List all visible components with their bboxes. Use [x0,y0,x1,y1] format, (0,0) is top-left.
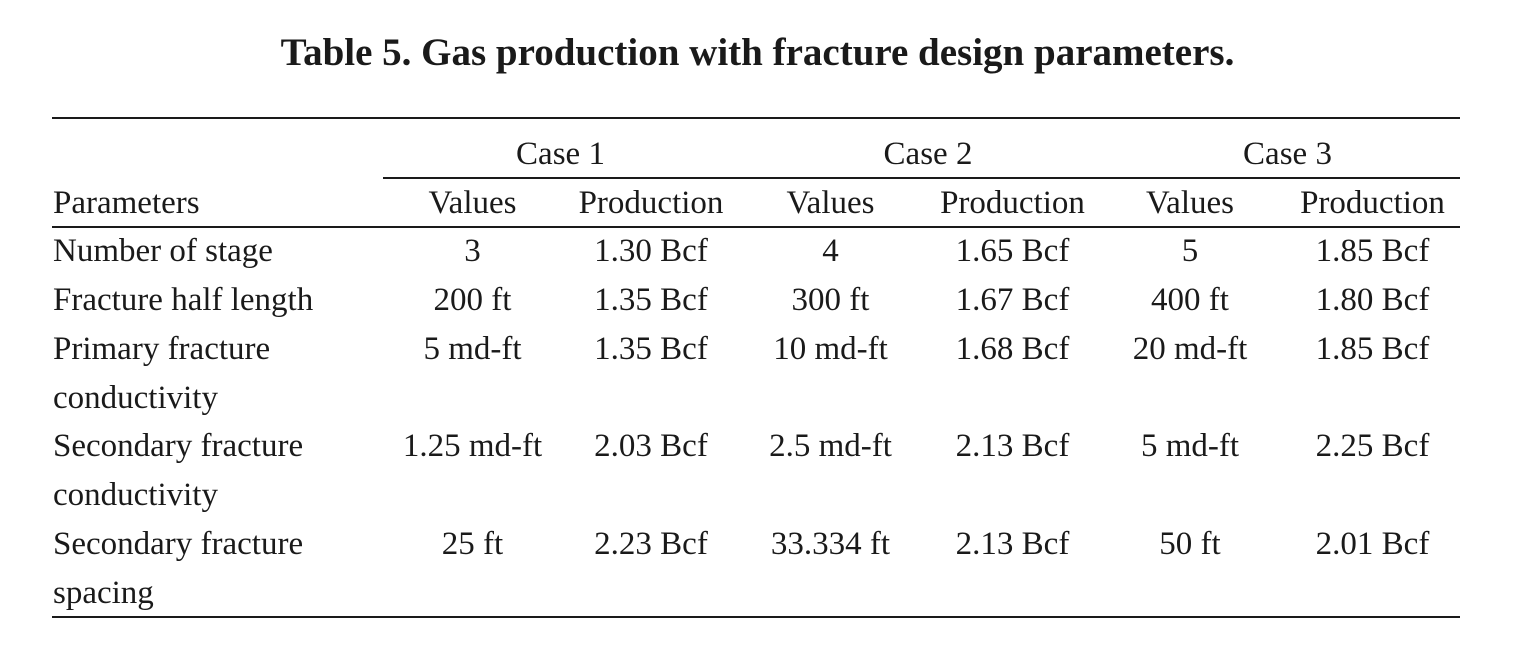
table-cell: 200 ft [433,282,512,318]
table-cell: 1.85 Bcf [1315,331,1430,367]
header-rule [52,226,1460,228]
table-cell: 5 md-ft [1140,428,1240,464]
case-header: Case 3 [1243,136,1332,172]
table-cell: 33.334 ft [770,526,891,562]
table-cell: 1.85 Bcf [1315,233,1430,269]
table-cell: 1.80 Bcf [1315,282,1430,318]
case-header: Case 2 [883,136,973,172]
table-cell: 2.25 Bcf [1315,428,1430,464]
table-title: Table 5. Gas production with fracture de… [280,31,1235,74]
table-cell: 5 md-ft [423,331,522,367]
parameter-label: Secondary fracture [53,428,304,464]
production-header: Production [578,185,724,221]
parameter-label-continued: spacing [53,575,154,611]
parameter-label-continued: conductivity [53,380,218,416]
parameter-label-continued: conductivity [53,477,218,513]
table-cell: 20 md-ft [1132,331,1248,367]
table-cell: 400 ft [1151,282,1229,318]
table-cell: 10 md-ft [773,331,888,367]
parameter-label: Fracture half length [53,282,314,318]
table-cell: 1.67 Bcf [955,282,1070,318]
parameter-label: Number of stage [53,233,273,269]
table-cell: 1.68 Bcf [955,331,1070,367]
table-cell: 300 ft [791,282,870,318]
production-header: Production [1300,185,1445,221]
values-header: Values [428,185,517,221]
table-cell: 2.23 Bcf [594,526,708,562]
table-cell: 1.35 Bcf [594,331,708,367]
values-header: Values [1146,185,1234,221]
parameter-label: Primary fracture [53,331,271,367]
case-header: Case 1 [516,136,605,172]
table-cell: 2.5 md-ft [769,428,892,464]
table-cell: 1.65 Bcf [955,233,1070,269]
parameter-label: Secondary fracture [53,526,304,562]
table-cell: 1.30 Bcf [594,233,708,269]
table-cell: 3 [464,233,481,269]
case-rule [383,177,1460,179]
top-rule [52,117,1460,119]
parameters-header: Parameters [53,185,200,221]
production-header: Production [940,185,1085,221]
table-cell: 2.13 Bcf [955,428,1070,464]
bottom-rule [52,616,1460,618]
table-cell: 25 ft [441,526,504,562]
table-cell: 2.03 Bcf [594,428,708,464]
table-cell: 5 [1181,233,1199,269]
table-cell: 50 ft [1159,526,1221,562]
table-cell: 2.01 Bcf [1315,526,1430,562]
table-cell: 1.35 Bcf [594,282,708,318]
table-cell: 1.25 md-ft [402,428,543,464]
values-header: Values [786,185,875,221]
table-cell: 2.13 Bcf [955,526,1070,562]
table-cell: 4 [822,233,839,269]
